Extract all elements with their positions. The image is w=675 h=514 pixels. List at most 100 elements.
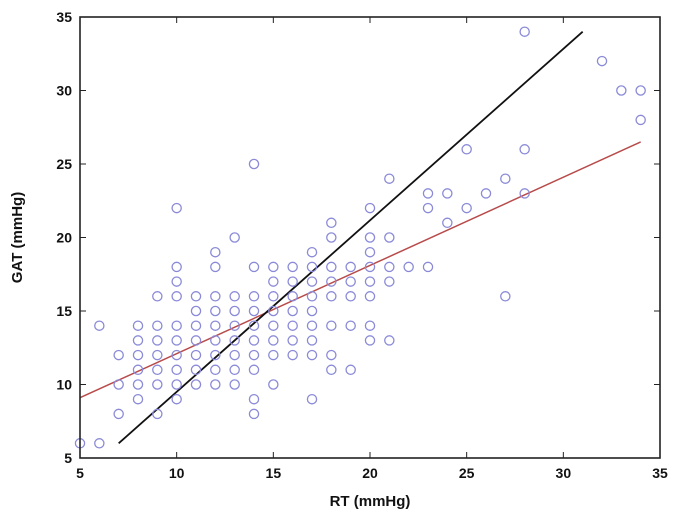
data-point <box>326 364 337 376</box>
data-point <box>326 276 337 287</box>
y-tick-label: 35 <box>56 9 72 25</box>
data-point <box>500 173 511 184</box>
data-point <box>132 364 144 376</box>
data-point <box>190 335 202 346</box>
data-point <box>152 335 163 346</box>
data-point <box>113 349 124 361</box>
data-point <box>422 188 434 199</box>
data-point <box>132 393 144 405</box>
data-point <box>210 291 221 302</box>
data-point <box>306 291 318 302</box>
data-point <box>229 232 240 243</box>
data-point <box>384 335 395 346</box>
y-tick-label: 20 <box>56 230 72 246</box>
data-point <box>345 320 356 331</box>
fit-lines-layer <box>79 31 641 444</box>
data-point <box>268 379 279 390</box>
data-point <box>364 320 376 331</box>
data-point <box>171 320 182 331</box>
data-point <box>268 291 279 302</box>
x-axis-title: RT (mmHg) <box>330 493 411 510</box>
data-point <box>635 85 646 96</box>
data-point <box>152 364 163 376</box>
data-point <box>94 438 105 449</box>
data-point <box>287 305 298 317</box>
data-point <box>345 261 356 273</box>
y-tick-label: 30 <box>56 83 72 99</box>
data-point <box>171 349 182 361</box>
data-point <box>248 364 260 376</box>
regression-line <box>79 141 641 399</box>
data-point <box>306 246 318 258</box>
data-point <box>384 232 395 243</box>
data-point <box>248 158 260 170</box>
data-point <box>364 335 376 346</box>
y-tick-label: 10 <box>56 377 72 393</box>
data-point <box>132 320 144 331</box>
data-point <box>229 305 240 317</box>
data-point <box>248 261 260 273</box>
data-point <box>268 305 279 317</box>
data-point <box>132 379 144 390</box>
data-point <box>461 144 472 155</box>
data-point <box>210 349 221 361</box>
x-tick-label: 15 <box>266 465 282 481</box>
x-tick-label: 30 <box>556 465 572 481</box>
data-point <box>229 291 240 302</box>
data-point <box>171 335 182 346</box>
data-point <box>229 335 240 346</box>
x-tick-label: 20 <box>362 465 378 481</box>
data-point <box>171 261 182 273</box>
data-point <box>384 173 395 184</box>
data-point <box>268 261 279 273</box>
data-point <box>306 349 318 361</box>
data-point <box>345 276 356 287</box>
data-point <box>171 364 182 376</box>
data-point <box>190 364 202 376</box>
data-point <box>268 335 279 346</box>
data-point <box>326 217 337 229</box>
data-point <box>190 305 202 317</box>
data-point <box>248 349 260 361</box>
data-point <box>326 261 337 273</box>
data-point <box>94 320 105 331</box>
data-point <box>442 188 453 199</box>
data-point <box>326 232 337 243</box>
data-point <box>152 408 163 420</box>
data-point <box>152 349 163 361</box>
data-point <box>268 320 279 331</box>
data-point <box>248 291 260 302</box>
x-tick-label: 5 <box>76 465 84 481</box>
y-axis-title: GAT (mmHg) <box>9 192 26 283</box>
y-tick-label: 25 <box>56 156 72 172</box>
data-point <box>152 291 163 302</box>
data-point <box>306 305 318 317</box>
data-point <box>364 291 376 302</box>
data-point <box>171 202 182 214</box>
data-point <box>171 276 182 287</box>
data-point <box>113 379 124 390</box>
data-point <box>190 320 202 331</box>
data-point <box>364 261 376 273</box>
data-point <box>519 26 530 37</box>
data-point <box>248 393 260 405</box>
data-point <box>287 276 298 287</box>
data-point <box>229 379 240 390</box>
data-point <box>229 349 240 361</box>
data-point <box>190 349 202 361</box>
plot-area-frame <box>79 16 661 459</box>
data-point <box>113 408 124 420</box>
data-point <box>326 320 337 331</box>
data-point <box>422 202 434 214</box>
data-point <box>210 320 221 331</box>
data-point <box>306 393 318 405</box>
y-tick-label: 5 <box>64 450 72 466</box>
data-point <box>480 188 492 199</box>
data-point <box>287 335 298 346</box>
data-point <box>616 85 627 96</box>
data-point <box>132 349 144 361</box>
x-axis: 5 10 15 20 25 30 35 <box>76 17 668 481</box>
data-point <box>287 261 298 273</box>
data-point <box>248 320 260 331</box>
x-tick-label: 25 <box>459 465 475 481</box>
